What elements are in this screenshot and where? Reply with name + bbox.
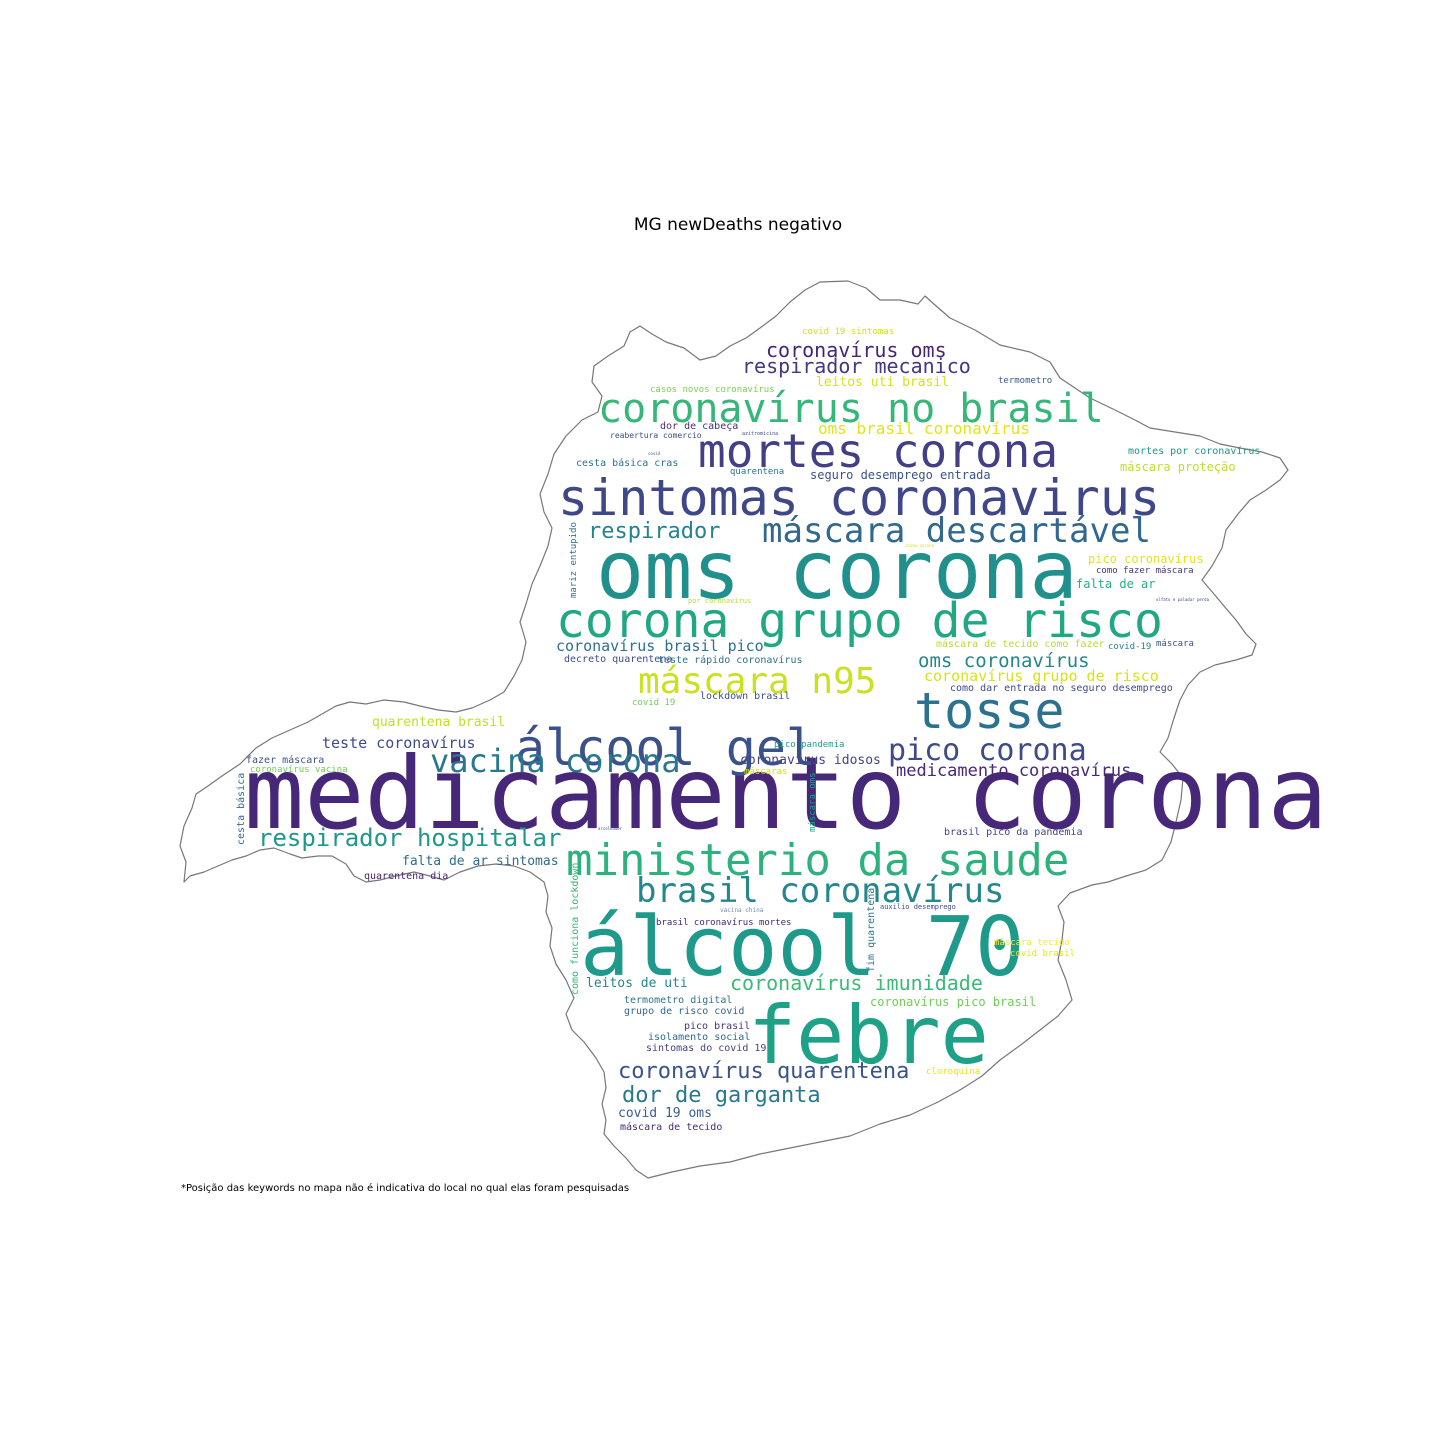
keyword: seguro desemprego entrada bbox=[810, 468, 991, 482]
keyword: pico brasil bbox=[684, 1021, 750, 1032]
keyword: fazer máscara bbox=[246, 754, 324, 766]
footnote: *Posição das keywords no mapa não é indi… bbox=[181, 1183, 630, 1194]
keyword: coronavírus idosos bbox=[740, 753, 881, 768]
keyword: como fazer máscara bbox=[1096, 566, 1194, 576]
keyword: covid-19 bbox=[1108, 642, 1151, 652]
keyword: coronavírus vacina bbox=[250, 765, 348, 775]
keyword: máscara de tecido bbox=[620, 1121, 722, 1133]
chart-title: MG newDeaths negativo bbox=[633, 215, 843, 235]
keyword: máscara descartável bbox=[762, 511, 1151, 551]
keyword: oms corona bbox=[596, 524, 1078, 617]
keyword: covid 19 sintomas bbox=[802, 327, 894, 337]
keyword: oms brasil coronavírus bbox=[818, 419, 1030, 438]
keyword: arcoleader bbox=[598, 826, 623, 831]
keyword: chama corona bbox=[905, 543, 934, 548]
keyword: vacina corona bbox=[430, 742, 680, 780]
keyword: decreto quarentena bbox=[564, 654, 672, 665]
keyword: como funciona lockdown bbox=[570, 863, 581, 995]
keyword: falta de ar sintomas bbox=[402, 854, 559, 869]
keyword: oms coronavírus bbox=[918, 650, 1090, 672]
keyword: máscaras bbox=[744, 767, 787, 777]
keyword: auxilio desemprego bbox=[880, 903, 956, 911]
keyword: respirador bbox=[588, 519, 720, 544]
keyword: cloroquina bbox=[926, 1067, 980, 1077]
keyword: termometro digital bbox=[624, 995, 732, 1006]
keyword: isolamento social bbox=[648, 1032, 750, 1043]
keyword: leitos de uti bbox=[586, 976, 688, 991]
keyword-cloud: medicamento corona oms corona álcool 70feb… bbox=[235, 327, 1328, 1133]
keyword: teste rápido coronavírus bbox=[658, 654, 803, 666]
keyword: coronavírus oms bbox=[766, 338, 947, 362]
keyword: quarentena dia bbox=[364, 871, 448, 882]
keyword: coronavírus no brasil bbox=[598, 386, 1104, 432]
keyword: cesta básica bbox=[235, 773, 247, 845]
keyword: tosse bbox=[914, 682, 1065, 740]
keyword: coronavírus quarentena bbox=[618, 1059, 909, 1084]
keyword: máscara bbox=[1156, 639, 1194, 649]
keyword: cesta básica cras bbox=[576, 457, 678, 469]
keyword: brasil coronavírus bbox=[636, 871, 1004, 911]
keyword: coronavírus imunidade bbox=[730, 971, 983, 995]
keyword: coronavírus brasil pico bbox=[556, 637, 764, 655]
keyword: mortes por coronavírus bbox=[1128, 445, 1260, 457]
keyword: coronavírus grupo de risco bbox=[924, 667, 1159, 685]
keyword: máscara oms bbox=[808, 772, 818, 832]
keyword: vacina china bbox=[720, 907, 764, 914]
keyword: grupo de risco covid bbox=[624, 1006, 744, 1017]
keyword: olfato e paladar perda bbox=[1156, 597, 1210, 602]
keyword: covid 19 bbox=[632, 698, 675, 708]
keyword: fim quarentena bbox=[866, 888, 877, 972]
keyword: máscara n95 bbox=[638, 661, 876, 702]
state-outline bbox=[179, 280, 1289, 1179]
keyword: como dar entrada no seguro desemprego bbox=[950, 683, 1173, 694]
keyword: lockdown brasil bbox=[700, 691, 790, 702]
keyword: termometro bbox=[998, 376, 1052, 386]
keyword: reabertura comercio bbox=[610, 431, 702, 440]
keyword: mortes corona bbox=[698, 424, 1058, 478]
keyword: respirador mecanico bbox=[742, 354, 971, 378]
keyword: dor de garganta bbox=[622, 1083, 821, 1108]
keyword: covid brasil bbox=[1010, 949, 1075, 959]
keyword: falta de ar bbox=[1076, 577, 1155, 591]
keyword: casos novos coronavírus bbox=[650, 385, 775, 395]
keyword: medicamento coronavírus bbox=[896, 761, 1131, 781]
keyword: brasil coronavírus mortes bbox=[656, 918, 791, 928]
keyword: álcool gel bbox=[515, 719, 816, 777]
keyword: por coronavírus bbox=[688, 597, 751, 605]
keyword: quarentena brasil bbox=[372, 715, 505, 730]
keyword: sintomas do covid 19 bbox=[646, 1043, 766, 1054]
keyword: máscara tecido bbox=[994, 938, 1070, 948]
keyword: corona grupo de risco bbox=[556, 593, 1163, 649]
keyword: pico corona bbox=[888, 733, 1087, 768]
keyword: pico pandemia bbox=[774, 740, 844, 750]
keyword: sintomas coronavirus bbox=[558, 469, 1160, 527]
keyword: leitos uti brasil bbox=[816, 375, 949, 390]
keyword: máscara de tecido como fazer bbox=[936, 638, 1105, 650]
keyword: medicamento corona bbox=[244, 735, 1328, 852]
keyword: máscara proteção bbox=[1120, 460, 1236, 474]
keyword: dor de cabeça bbox=[660, 421, 738, 432]
keyword: coronavírus pico brasil bbox=[870, 995, 1036, 1009]
keyword: febre bbox=[748, 989, 989, 1082]
keyword: respirador hospitalar bbox=[258, 824, 561, 852]
keyword: azitromicina bbox=[742, 431, 778, 437]
keyword: quarentena bbox=[730, 467, 784, 477]
keyword: brasil pico da pandemia bbox=[944, 827, 1082, 838]
keyword: pico coronavírus bbox=[1088, 552, 1204, 566]
keyword: mariz entupido bbox=[569, 522, 579, 598]
keyword: covid 19 oms bbox=[618, 1106, 712, 1121]
keyword: álcool 70 bbox=[580, 900, 1024, 995]
keyword: ministerio da saude bbox=[566, 835, 1069, 886]
keyword: teste coronavírus bbox=[322, 734, 476, 752]
keyword: covid bbox=[648, 451, 661, 456]
